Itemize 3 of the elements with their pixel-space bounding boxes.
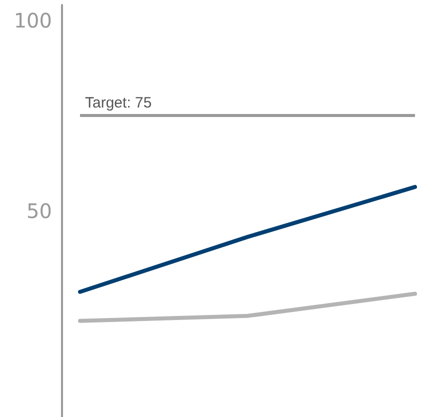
- ref-line-label: Target: 75: [85, 94, 152, 112]
- y-tick-label: 50: [26, 199, 52, 223]
- y-tick-label: 100: [14, 8, 52, 32]
